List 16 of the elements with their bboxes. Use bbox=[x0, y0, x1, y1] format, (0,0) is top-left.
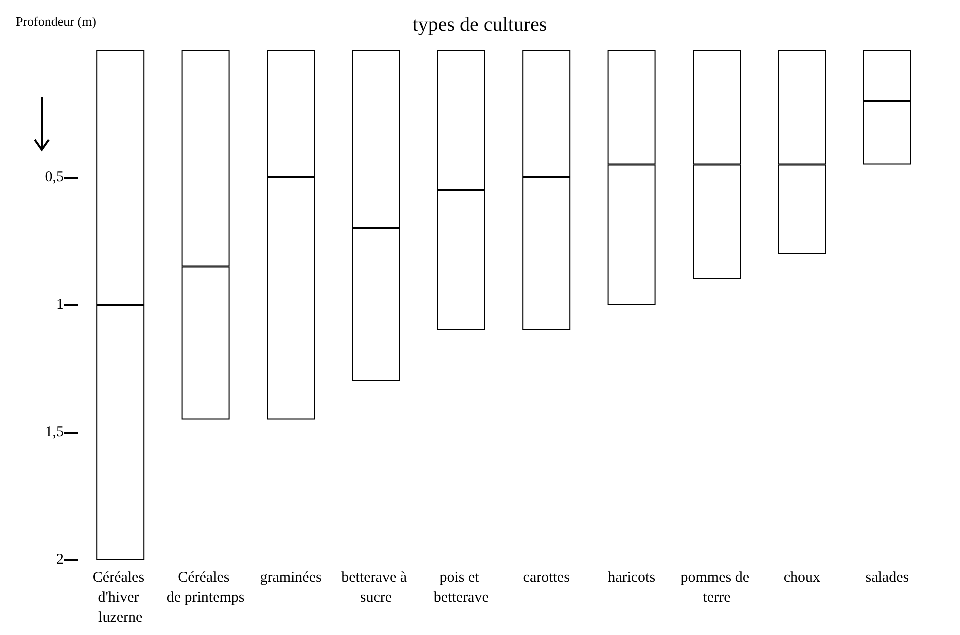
x-tick-label: pommes de terre bbox=[680, 570, 754, 606]
x-tick-label: carottes bbox=[523, 570, 570, 586]
x-tick-label: betterave à sucre bbox=[342, 570, 411, 606]
y-tick-label: 1 bbox=[56, 297, 64, 313]
y-tick-label: 2 bbox=[56, 552, 64, 568]
x-tick-label: salades bbox=[866, 570, 910, 586]
x-tick-label: pois et betterave bbox=[434, 570, 490, 606]
x-tick-label: Céréales de printemps bbox=[166, 570, 245, 606]
x-tick-label: Céréales d'hiver luzerne bbox=[92, 570, 148, 626]
y-axis-title: Profondeur (m) bbox=[16, 14, 97, 29]
y-tick-label: 0,5 bbox=[45, 170, 64, 186]
chart-title: types de cultures bbox=[412, 14, 548, 36]
x-tick-label: haricots bbox=[608, 570, 656, 586]
y-tick-label: 1,5 bbox=[45, 424, 64, 440]
x-tick-label: choux bbox=[784, 570, 822, 586]
x-tick-label: graminées bbox=[260, 570, 322, 586]
